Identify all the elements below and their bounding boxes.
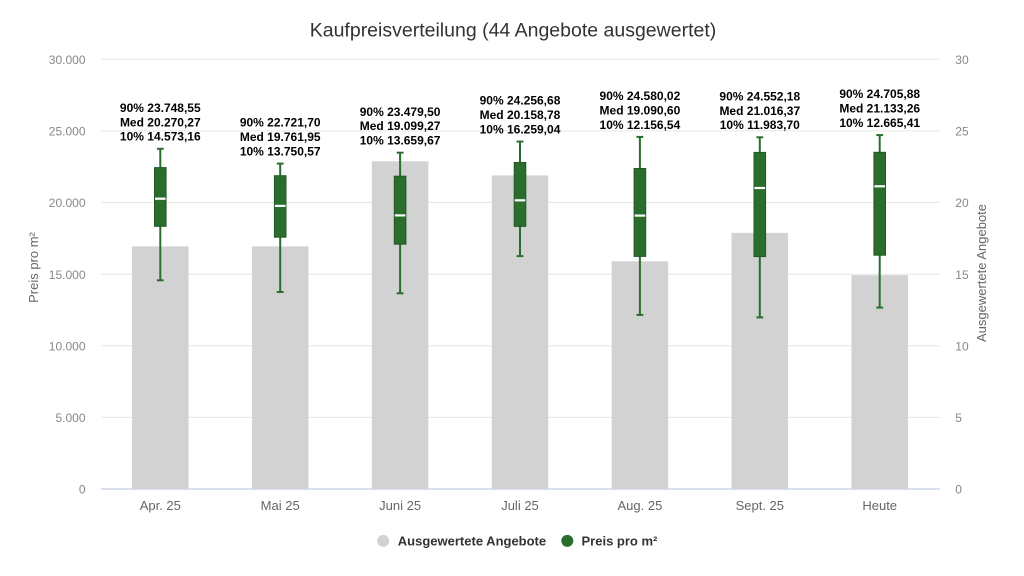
svg-text:90% 23.748,55: 90% 23.748,55 (120, 101, 201, 115)
svg-text:20.000: 20.000 (49, 196, 86, 210)
svg-text:20: 20 (955, 196, 969, 210)
svg-text:Ausgewertete Angebote: Ausgewertete Angebote (398, 533, 546, 548)
svg-text:25: 25 (955, 125, 969, 139)
svg-text:5.000: 5.000 (55, 411, 85, 425)
svg-text:10% 16.259,04: 10% 16.259,04 (480, 123, 561, 137)
svg-text:Sept. 25: Sept. 25 (736, 498, 784, 513)
svg-text:10% 11.983,70: 10% 11.983,70 (720, 118, 800, 132)
svg-text:10% 14.573,16: 10% 14.573,16 (120, 130, 201, 144)
svg-text:Apr. 25: Apr. 25 (140, 498, 181, 513)
svg-text:90% 24.580,02: 90% 24.580,02 (600, 89, 681, 103)
svg-text:10.000: 10.000 (49, 339, 86, 353)
svg-text:10: 10 (955, 339, 969, 353)
svg-text:Mai 25: Mai 25 (261, 498, 300, 513)
svg-text:Med 21.016,37: Med 21.016,37 (719, 104, 800, 118)
svg-text:Kaufpreisverteilung (44 Angebo: Kaufpreisverteilung (44 Angebote ausgewe… (310, 20, 717, 42)
svg-text:Aug. 25: Aug. 25 (617, 498, 662, 513)
svg-text:90% 24.256,68: 90% 24.256,68 (480, 94, 561, 108)
svg-text:Med 19.090,60: Med 19.090,60 (600, 103, 681, 117)
svg-text:Med 19.761,95: Med 19.761,95 (240, 130, 321, 144)
svg-text:90% 24.552,18: 90% 24.552,18 (719, 89, 800, 103)
svg-text:Juli 25: Juli 25 (501, 498, 539, 513)
svg-text:Preis pro m²: Preis pro m² (582, 533, 659, 548)
svg-text:Heute: Heute (862, 498, 897, 513)
svg-text:10% 12.156,54: 10% 12.156,54 (600, 118, 681, 132)
svg-text:90% 22.721,70: 90% 22.721,70 (240, 116, 321, 130)
svg-text:10% 13.659,67: 10% 13.659,67 (360, 134, 441, 148)
svg-text:30.000: 30.000 (49, 53, 86, 67)
svg-text:0: 0 (955, 483, 962, 497)
svg-text:Med 20.158,78: Med 20.158,78 (480, 108, 561, 122)
svg-text:Med 21.133,26: Med 21.133,26 (839, 102, 920, 116)
svg-text:10% 13.750,57: 10% 13.750,57 (240, 145, 321, 159)
svg-text:Preis pro m²: Preis pro m² (26, 231, 41, 302)
svg-text:0: 0 (79, 483, 86, 497)
svg-text:Med 19.099,27: Med 19.099,27 (360, 119, 441, 133)
svg-text:Ausgewertete Angebote: Ausgewertete Angebote (974, 204, 989, 342)
svg-text:5: 5 (955, 411, 962, 425)
svg-text:90% 23.479,50: 90% 23.479,50 (360, 105, 441, 119)
svg-text:Med 20.270,27: Med 20.270,27 (120, 115, 201, 129)
svg-text:90% 24.705,88: 90% 24.705,88 (839, 87, 920, 101)
svg-text:30: 30 (955, 53, 969, 67)
svg-text:15: 15 (955, 268, 969, 282)
svg-text:25.000: 25.000 (49, 125, 86, 139)
svg-text:15.000: 15.000 (49, 268, 86, 282)
svg-text:Juni 25: Juni 25 (379, 498, 421, 513)
svg-text:10% 12.665,41: 10% 12.665,41 (839, 116, 920, 130)
